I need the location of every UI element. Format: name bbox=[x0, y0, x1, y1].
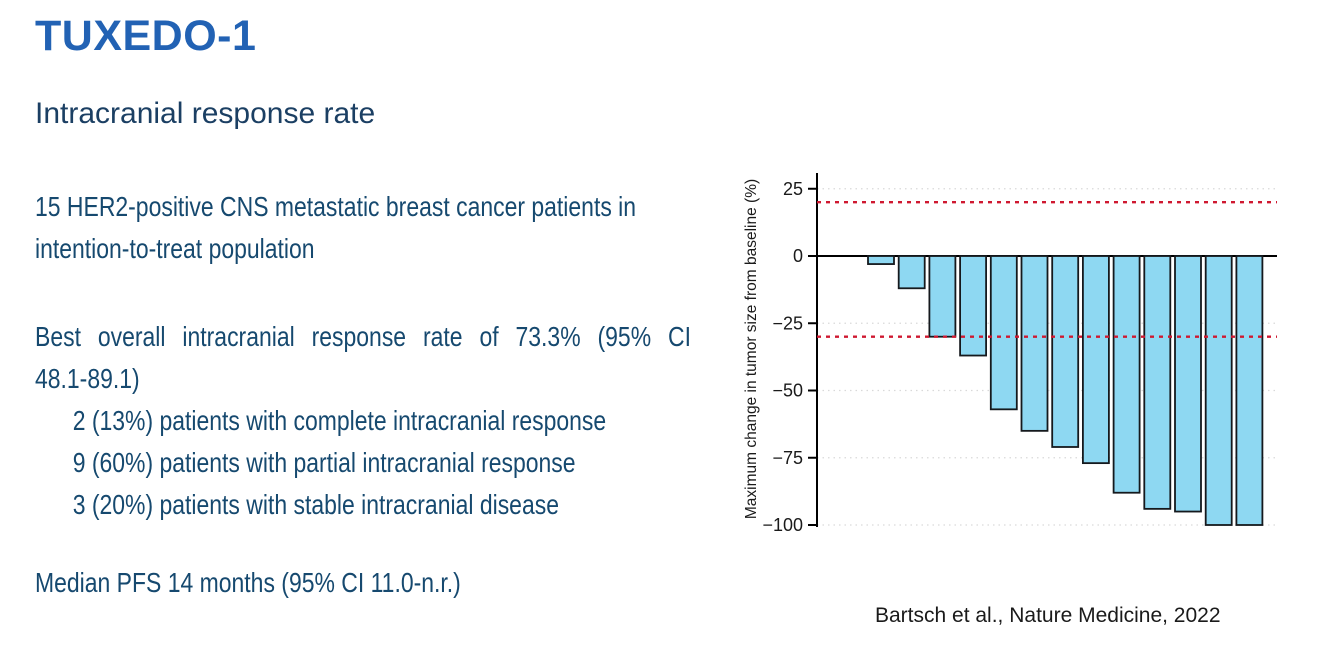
slide-subtitle: Intracranial response rate bbox=[35, 97, 376, 130]
text-line: 48.1-89.1) bbox=[35, 363, 140, 394]
waterfall-bar bbox=[1020, 255, 1049, 432]
waterfall-bar bbox=[897, 255, 926, 290]
waterfall-bar bbox=[1143, 255, 1172, 510]
y-axis-tick-label: 25 bbox=[783, 179, 803, 199]
y-axis-title: Maximum change in tumor size from baseli… bbox=[743, 179, 760, 519]
text-line: intention-to-treat population bbox=[35, 233, 315, 264]
text-line: 2 (13%) patients with complete intracran… bbox=[72, 405, 607, 436]
text-line: 9 (60%) patients with partial intracrani… bbox=[72, 447, 576, 478]
waterfall-bar bbox=[1204, 255, 1233, 526]
slide-title: TUXEDO-1 bbox=[35, 12, 257, 60]
waterfall-bar bbox=[928, 255, 957, 338]
waterfall-chart: 25 0 −25 −50 −75 −100 Maximum change in tumor … bbox=[740, 165, 1300, 575]
waterfall-bar bbox=[1081, 255, 1110, 465]
y-axis-tick-label: −25 bbox=[772, 313, 803, 333]
waterfall-bar bbox=[867, 255, 895, 265]
waterfall-bar bbox=[1051, 255, 1080, 448]
waterfall-bar bbox=[1174, 255, 1202, 513]
paragraph-population: 15 HER2-positive CNS metastatic breast c… bbox=[35, 186, 691, 270]
citation: Bartsch et al., Nature Medicine, 2022 bbox=[875, 604, 1221, 627]
y-axis-tick-label: −50 bbox=[772, 381, 803, 401]
text-line: Median PFS 14 months (95% CI 11.0-n.r.) bbox=[35, 567, 461, 598]
y-axis-tick-label: −100 bbox=[762, 515, 803, 535]
y-axis-tick-label: −75 bbox=[772, 448, 803, 468]
waterfall-bar bbox=[1235, 255, 1264, 526]
text-line: 15 HER2-positive CNS metastatic breast c… bbox=[35, 191, 637, 222]
waterfall-bar bbox=[1112, 255, 1141, 494]
text-column: 15 HER2-positive CNS metastatic breast c… bbox=[35, 186, 691, 604]
y-axis-tick-label: 0 bbox=[793, 246, 803, 266]
paragraph-median-pfs: Median PFS 14 months (95% CI 11.0-n.r.) bbox=[35, 562, 691, 604]
paragraph-response-rate: Best overall intracranial response rate … bbox=[35, 316, 691, 400]
text-line: 3 (20%) patients with stable intracrania… bbox=[72, 489, 559, 520]
waterfall-bar bbox=[959, 255, 988, 357]
response-breakdown-list: 2 (13%) patients with complete intracran… bbox=[35, 400, 691, 526]
waterfall-bar bbox=[989, 255, 1018, 411]
text-line: Best overall intracranial response rate … bbox=[35, 321, 691, 352]
